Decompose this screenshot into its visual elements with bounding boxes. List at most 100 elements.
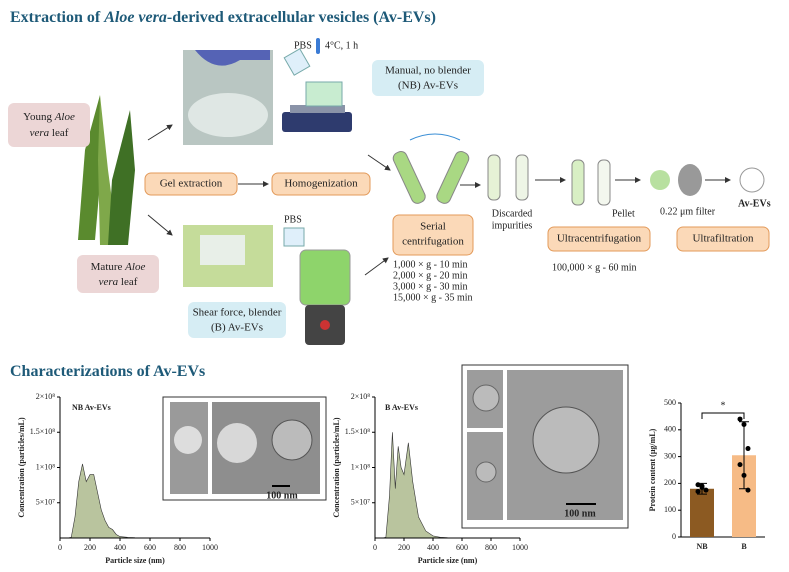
- y-tick-label: 2×10⁸: [36, 392, 56, 401]
- tubes-part: [739, 167, 765, 193]
- arrows-part: [364, 257, 389, 276]
- tubes-part: [392, 151, 426, 204]
- tem-inset-b-part: [472, 384, 500, 412]
- label: Aloe: [54, 111, 75, 123]
- label: Gel extraction: [160, 178, 223, 190]
- stirrer-part: [283, 48, 311, 76]
- label: leaf: [49, 127, 69, 139]
- x-tick-label: 400: [114, 543, 126, 552]
- label: 3,000 × g - 30 min: [393, 281, 468, 292]
- label: 1,000 × g - 10 min: [393, 259, 468, 270]
- y-tick-label: 2×10⁸: [351, 392, 371, 401]
- data-point: [741, 421, 747, 427]
- chart-title: NB Av-EVs: [72, 403, 111, 412]
- x-axis-label: Particle size (nm): [418, 556, 478, 565]
- x-tick-label: B: [741, 542, 747, 551]
- x-tick-label: 400: [427, 543, 439, 552]
- scale-bar-label: 100 nm: [564, 508, 596, 519]
- arrows-part: [147, 214, 173, 236]
- step-labels: Discarded impurities Pellet 0.22 μm filt…: [393, 198, 771, 303]
- data-point: [737, 462, 743, 468]
- y-tick-label: 1.5×10⁸: [345, 427, 371, 436]
- blender-part: [320, 320, 330, 330]
- label: Ultracentrifugation: [557, 233, 642, 245]
- tubes-part: [650, 170, 670, 190]
- label: 0.22 μm filter: [660, 206, 716, 217]
- data-point: [741, 472, 747, 478]
- x-tick-label: NB: [696, 542, 708, 551]
- y-tick-label: 100: [664, 505, 676, 514]
- step-boxes-part: [547, 226, 651, 252]
- data-point: [695, 488, 701, 494]
- title-part: -derived extracellular vesicles (Av-EVs): [167, 9, 436, 26]
- label: 4°C, 1 h: [325, 40, 358, 51]
- step-boxes-part: [676, 226, 770, 252]
- y-tick-label: 300: [664, 451, 676, 460]
- x-axis-label: Particle size (nm): [105, 556, 165, 565]
- tem-inset-nb-part: [217, 423, 257, 463]
- data-point: [699, 484, 705, 490]
- mature-leaf-box-part: vera leaf: [99, 276, 138, 288]
- young-leaf-box-part: Young Aloe: [23, 111, 75, 123]
- label: Shear force, blender: [193, 307, 282, 319]
- label: vera: [99, 276, 119, 288]
- x-tick-label: 0: [58, 543, 62, 552]
- tubes-part: [487, 154, 501, 201]
- data-point: [703, 487, 709, 493]
- nb-box: Manual, no blender (NB) Av-EVs: [372, 60, 484, 96]
- label: Discarded: [492, 208, 533, 219]
- label: Av-EVs: [738, 198, 771, 209]
- label: Homogenization: [284, 178, 358, 190]
- x-tick-label: 800: [174, 543, 186, 552]
- nb-box-part: [372, 60, 484, 96]
- x-tick-label: 200: [398, 543, 410, 552]
- bar: [690, 488, 714, 537]
- data-point: [737, 416, 743, 422]
- label: leaf: [118, 276, 138, 288]
- data-point: [695, 482, 701, 488]
- tem-inset-nb: [162, 396, 327, 501]
- x-tick-label: 800: [485, 543, 497, 552]
- tubes-part: [597, 159, 611, 206]
- title-part: Aloe vera: [103, 9, 167, 26]
- leaf-illustration-part: [108, 110, 135, 245]
- y-axis-label: Concentration (particles/mL): [332, 417, 341, 518]
- label: Serial: [420, 221, 446, 233]
- arrows: [147, 124, 731, 276]
- blender-part: [299, 249, 351, 306]
- y-tick-label: 1.5×10⁸: [30, 427, 56, 436]
- young-leaf-box-part: [8, 103, 90, 147]
- label: 2,000 × g - 20 min: [393, 270, 468, 281]
- photo-gel-part: [195, 50, 270, 66]
- blender-part: [283, 227, 305, 247]
- significance-label: *: [721, 400, 726, 411]
- y-tick-label: 500: [664, 398, 676, 407]
- label: PBS: [284, 214, 302, 225]
- chart-title: B Av-EVs: [385, 403, 418, 412]
- photo-gel-part: [188, 93, 268, 137]
- x-tick-label: 600: [144, 543, 156, 552]
- charts: 0 200 400 600 800 10005×10⁷1×10⁸1.5×10⁸2×10⁸N…: [17, 392, 765, 565]
- stirrer-part: [290, 105, 345, 113]
- b-box: Shear force, blender (B) Av-EVs: [188, 302, 286, 338]
- scale-bar-label: 100 nm: [266, 490, 298, 501]
- mature-leaf-box: Mature Aloe vera leaf: [77, 255, 159, 293]
- leaf-illustration-part: [78, 95, 102, 240]
- step-boxes-part: [392, 214, 474, 256]
- tem-inset-b: [461, 364, 629, 529]
- step-boxes-part: [144, 172, 238, 196]
- label: impurities: [492, 220, 533, 231]
- y-tick-label: 0: [672, 532, 676, 541]
- leaf-illustration: [78, 95, 135, 245]
- title-part: Extraction of: [10, 9, 104, 26]
- label: Pellet: [612, 208, 635, 219]
- label: vera: [30, 127, 50, 139]
- data-point: [745, 446, 751, 452]
- stirrer: PBS 4°C, 1 h: [282, 38, 358, 132]
- tem-inset-b-part: [532, 406, 600, 474]
- label: centrifugation: [402, 236, 464, 248]
- young-leaf-box-part: vera leaf: [30, 127, 69, 139]
- title: Extraction of Aloe vera-derived extracel…: [10, 9, 436, 26]
- y-tick-label: 1×10⁸: [351, 462, 371, 471]
- tem-inset-b-part: [475, 461, 497, 483]
